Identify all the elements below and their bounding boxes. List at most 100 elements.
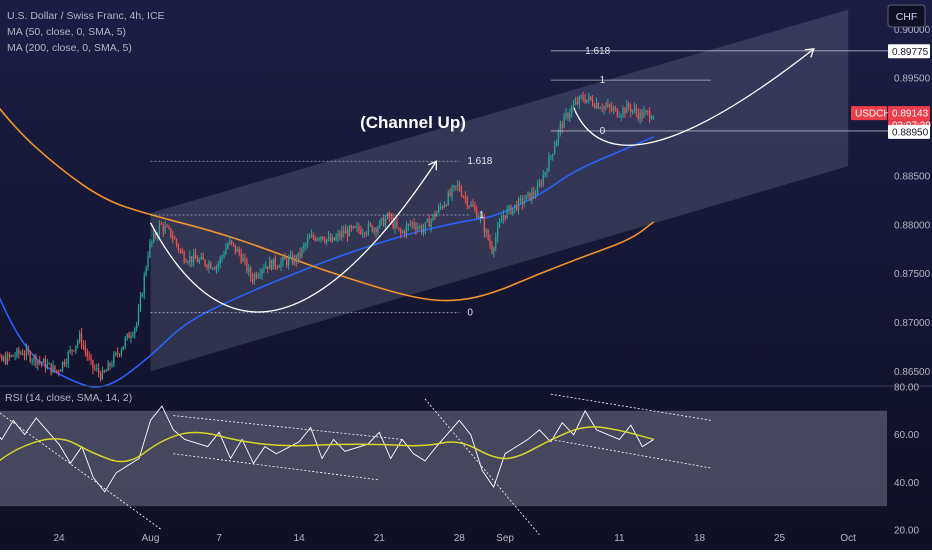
candle-body: [402, 231, 403, 233]
candle-body: [429, 219, 430, 227]
candle-body: [544, 172, 545, 175]
candle-body: [463, 196, 464, 197]
candle-body: [533, 192, 534, 195]
candle-body: [41, 362, 42, 363]
candle-body: [94, 368, 95, 369]
candle-body: [218, 264, 219, 267]
candle-body: [288, 258, 289, 265]
candle-body: [506, 209, 507, 218]
candle-body: [142, 294, 143, 297]
candle-body: [375, 228, 376, 232]
candle-body: [489, 240, 490, 246]
candle-body: [73, 351, 74, 352]
candle-body: [486, 230, 487, 232]
candle-body: [204, 260, 205, 265]
candle-body: [524, 201, 525, 204]
candle-body: [187, 262, 188, 263]
candle-body: [278, 267, 279, 268]
time-axis-tick: Sep: [496, 533, 514, 544]
candle-body: [476, 209, 477, 218]
candle-body: [212, 268, 213, 269]
currency-button-label[interactable]: CHF: [896, 11, 918, 23]
candle-body: [518, 199, 519, 210]
candle-body: [28, 349, 29, 352]
candle-body: [248, 268, 249, 271]
candle-body: [514, 205, 515, 208]
candle-body: [328, 237, 329, 239]
time-axis-tick: 24: [53, 533, 65, 544]
candle-body: [227, 244, 228, 248]
candle-body: [404, 231, 405, 234]
candle-body: [573, 104, 574, 106]
candle-body: [153, 233, 154, 241]
candle-body: [368, 224, 369, 233]
candle-body: [598, 103, 599, 108]
candle-body: [231, 240, 232, 243]
candle-body: [75, 345, 76, 350]
candle-body: [434, 214, 435, 217]
candle-body: [653, 116, 654, 118]
candle-body: [411, 222, 412, 224]
candle-body: [586, 99, 587, 102]
candle-body: [117, 352, 118, 353]
currency-button[interactable]: CHF: [888, 5, 925, 27]
candle-body: [332, 237, 333, 241]
candle-body: [130, 336, 131, 338]
candle-body: [394, 222, 395, 228]
fib-level-label: 1.618: [467, 156, 492, 167]
candle-body: [400, 230, 401, 233]
candle-body: [423, 229, 424, 232]
candle-body: [96, 368, 97, 369]
candle-body: [436, 212, 437, 217]
candle-body: [582, 97, 583, 100]
candle-body: [71, 350, 72, 351]
candle-body: [603, 106, 604, 109]
candle-body: [301, 248, 302, 256]
candle-body: [448, 192, 449, 204]
price-tag: 0.88950: [892, 127, 929, 138]
candle-body: [543, 175, 544, 184]
candle-body: [1, 356, 2, 360]
candle-body: [391, 218, 392, 219]
candle-body: [613, 109, 614, 111]
candle-body: [132, 334, 133, 336]
candle-body: [235, 245, 236, 252]
candle-body: [242, 258, 243, 261]
candle-body: [263, 268, 264, 269]
candle-body: [347, 230, 348, 236]
price-axis-tick: 0.87000: [894, 318, 931, 329]
candle-body: [316, 239, 317, 241]
candle-body: [125, 339, 126, 346]
candle-body: [449, 192, 450, 195]
candle-body: [259, 274, 260, 275]
candle-body: [258, 275, 259, 277]
candle-body: [379, 221, 380, 228]
candle-body: [9, 354, 10, 356]
candle-body: [237, 249, 238, 252]
candle-body: [647, 111, 648, 112]
time-axis-tick: 14: [294, 533, 306, 544]
candle-body: [565, 114, 566, 116]
candle-body: [176, 239, 177, 244]
rsi-axis-tick: 80.00: [894, 383, 919, 394]
channel-label: (Channel Up): [360, 113, 466, 132]
candle-body: [149, 243, 150, 256]
candle-body: [191, 256, 192, 262]
candle-body: [619, 116, 620, 117]
candle-body: [343, 231, 344, 234]
candle-body: [624, 108, 625, 113]
candle-body: [90, 358, 91, 361]
candle-body: [87, 351, 88, 356]
candle-body: [64, 362, 65, 365]
candle-body: [239, 249, 240, 253]
candle-body: [58, 371, 59, 372]
candle-body: [39, 361, 40, 362]
candle-body: [487, 230, 488, 239]
rsi-legend: RSI (14, close, SMA, 14, 2): [5, 392, 132, 404]
candle-body: [558, 131, 559, 141]
candle-body: [273, 258, 274, 269]
candle-body: [326, 239, 327, 242]
candle-body: [7, 354, 8, 363]
candle-body: [100, 373, 101, 379]
candle-body: [645, 111, 646, 112]
